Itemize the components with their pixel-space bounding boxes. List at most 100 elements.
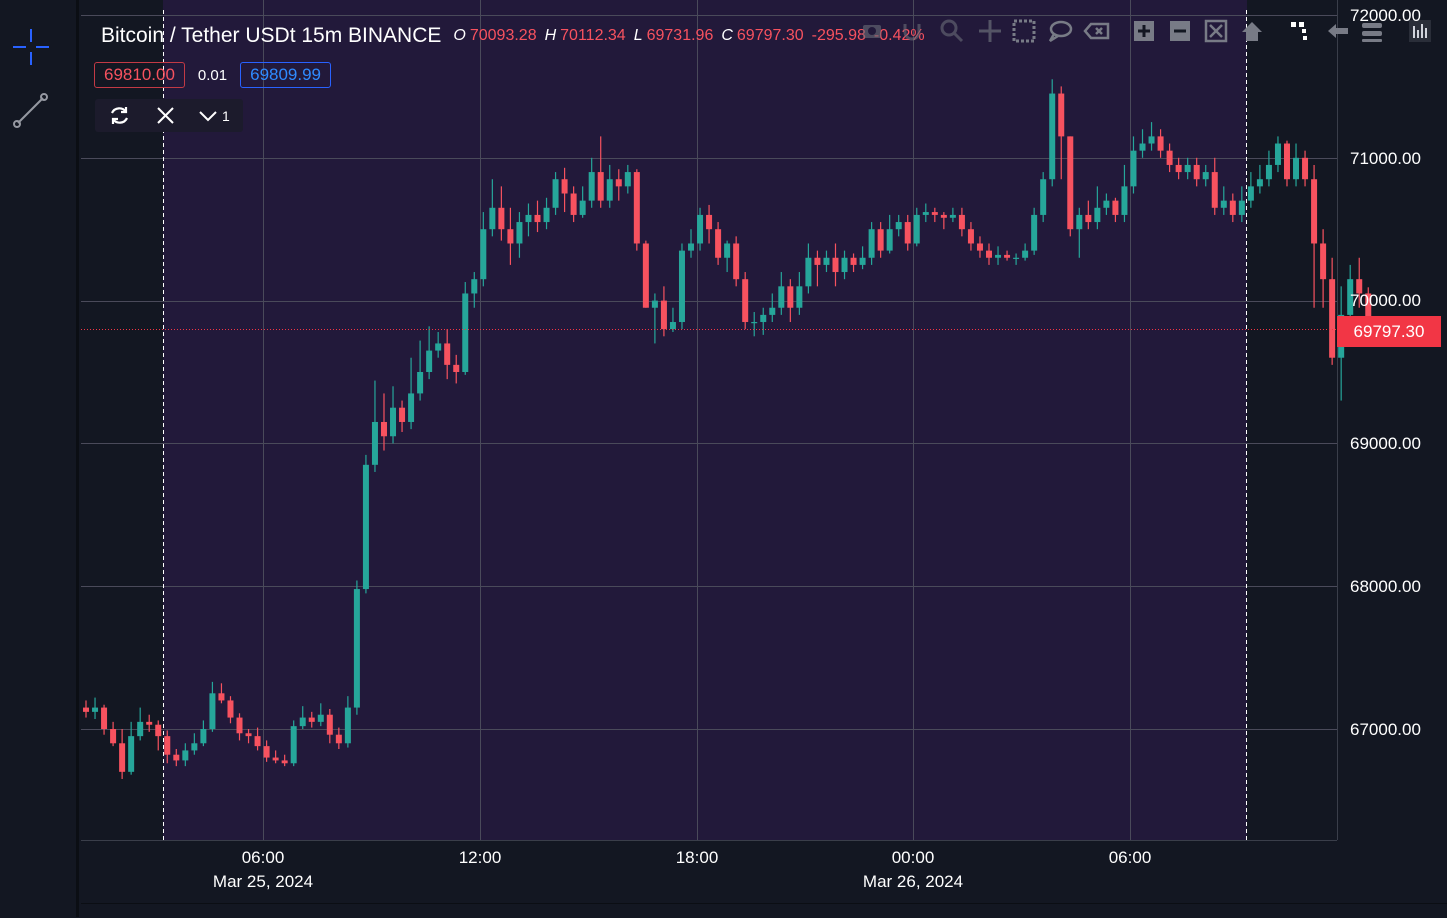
candle <box>1193 157 1200 187</box>
undo-icon[interactable] <box>1323 16 1353 46</box>
candle-body <box>850 257 857 265</box>
candle-body <box>1347 279 1354 315</box>
candle <box>904 214 911 251</box>
candle <box>940 212 947 230</box>
candle-body <box>1148 136 1155 144</box>
high-label: H <box>544 27 557 44</box>
candle-body <box>1076 214 1083 230</box>
candle-body <box>353 589 360 708</box>
symbol-title[interactable]: Bitcoin / Tether USDt 15m BINANCE <box>101 24 442 47</box>
spread-value: 0.01 <box>197 66 228 84</box>
eraser-icon[interactable] <box>1082 16 1112 46</box>
close-value: 69797.30 <box>736 27 804 44</box>
change-value: -295.98 <box>811 27 866 44</box>
candle <box>164 730 171 764</box>
price-label: 69000.00 <box>1350 434 1421 453</box>
candle-body <box>200 729 207 744</box>
candle <box>245 729 252 744</box>
candle-body <box>101 707 108 729</box>
candle-body <box>995 254 1002 258</box>
candle <box>480 212 487 287</box>
candle <box>606 164 613 208</box>
candle-body <box>642 243 649 308</box>
indicators-icon[interactable] <box>1285 16 1315 46</box>
candle-body <box>958 214 965 230</box>
candle <box>462 282 469 375</box>
candle-body <box>516 222 523 244</box>
time-tick: 06:00 <box>1108 848 1152 867</box>
zoom-out-icon[interactable] <box>1165 16 1195 46</box>
candle-body <box>1211 172 1218 208</box>
candle <box>227 696 234 724</box>
sell-button[interactable]: 69810.00 <box>94 62 185 88</box>
candle-body <box>913 214 920 244</box>
candle <box>191 733 198 755</box>
candle <box>660 286 667 337</box>
candle <box>128 721 135 775</box>
magnifier-icon[interactable] <box>937 16 967 46</box>
candle-body <box>263 746 270 758</box>
camera-icon[interactable] <box>857 16 887 46</box>
candle <box>516 212 523 258</box>
trendline-icon[interactable] <box>10 90 52 132</box>
candle-body <box>1238 200 1245 215</box>
candle <box>995 246 1002 265</box>
candle <box>471 272 478 308</box>
candle <box>751 312 758 337</box>
crosshair-icon[interactable] <box>10 26 52 68</box>
candle-body <box>742 279 749 323</box>
candle-body <box>1220 200 1227 208</box>
collapse-count: 1 <box>222 107 230 124</box>
candle-body <box>859 257 866 265</box>
refresh-icon[interactable] <box>107 103 132 128</box>
candle <box>1076 207 1083 258</box>
comment-icon[interactable] <box>1045 16 1075 46</box>
candle <box>859 246 866 270</box>
price-label: 71000.00 <box>1350 149 1421 168</box>
price-label: 68000.00 <box>1350 577 1421 596</box>
candle <box>1130 136 1137 194</box>
buy-button[interactable]: 69809.99 <box>240 62 332 88</box>
pin-icon[interactable] <box>975 16 1005 46</box>
candle-body <box>299 717 306 727</box>
candle-body <box>1247 186 1254 201</box>
candle <box>146 714 153 732</box>
candle <box>236 713 243 741</box>
candle <box>137 707 144 741</box>
candle-body <box>444 343 451 365</box>
zoom-in-icon[interactable] <box>1129 16 1159 46</box>
candle <box>1031 207 1038 255</box>
candle-body <box>805 257 812 287</box>
candle <box>1283 140 1290 187</box>
candle <box>182 743 189 767</box>
magnet-icon[interactable] <box>897 16 927 46</box>
collapse-button[interactable]: 1 <box>198 103 230 128</box>
candle <box>1166 143 1173 173</box>
candle-body <box>137 721 144 737</box>
candle <box>1211 157 1218 215</box>
candle-body <box>976 243 983 251</box>
settings-icon[interactable] <box>1405 16 1435 46</box>
home-icon[interactable] <box>1237 16 1267 46</box>
candle <box>633 169 640 251</box>
candle <box>967 222 974 251</box>
fullscreen-icon[interactable] <box>1201 16 1231 46</box>
candle-body <box>326 714 333 735</box>
selection-icon[interactable] <box>1009 16 1039 46</box>
candle <box>688 229 695 258</box>
candle-body <box>841 257 848 273</box>
candle <box>1256 164 1263 194</box>
close-icon[interactable] <box>153 103 178 128</box>
candle-body <box>922 212 929 215</box>
candle <box>335 727 342 749</box>
candle <box>218 683 225 704</box>
candle-body <box>236 717 243 734</box>
candle <box>110 721 117 747</box>
candle-body <box>669 322 676 330</box>
layers-icon[interactable] <box>1357 16 1387 46</box>
candle-body <box>1085 214 1092 223</box>
bottom-bar <box>81 903 1447 918</box>
candle-body <box>1157 136 1164 151</box>
candle <box>272 750 279 764</box>
